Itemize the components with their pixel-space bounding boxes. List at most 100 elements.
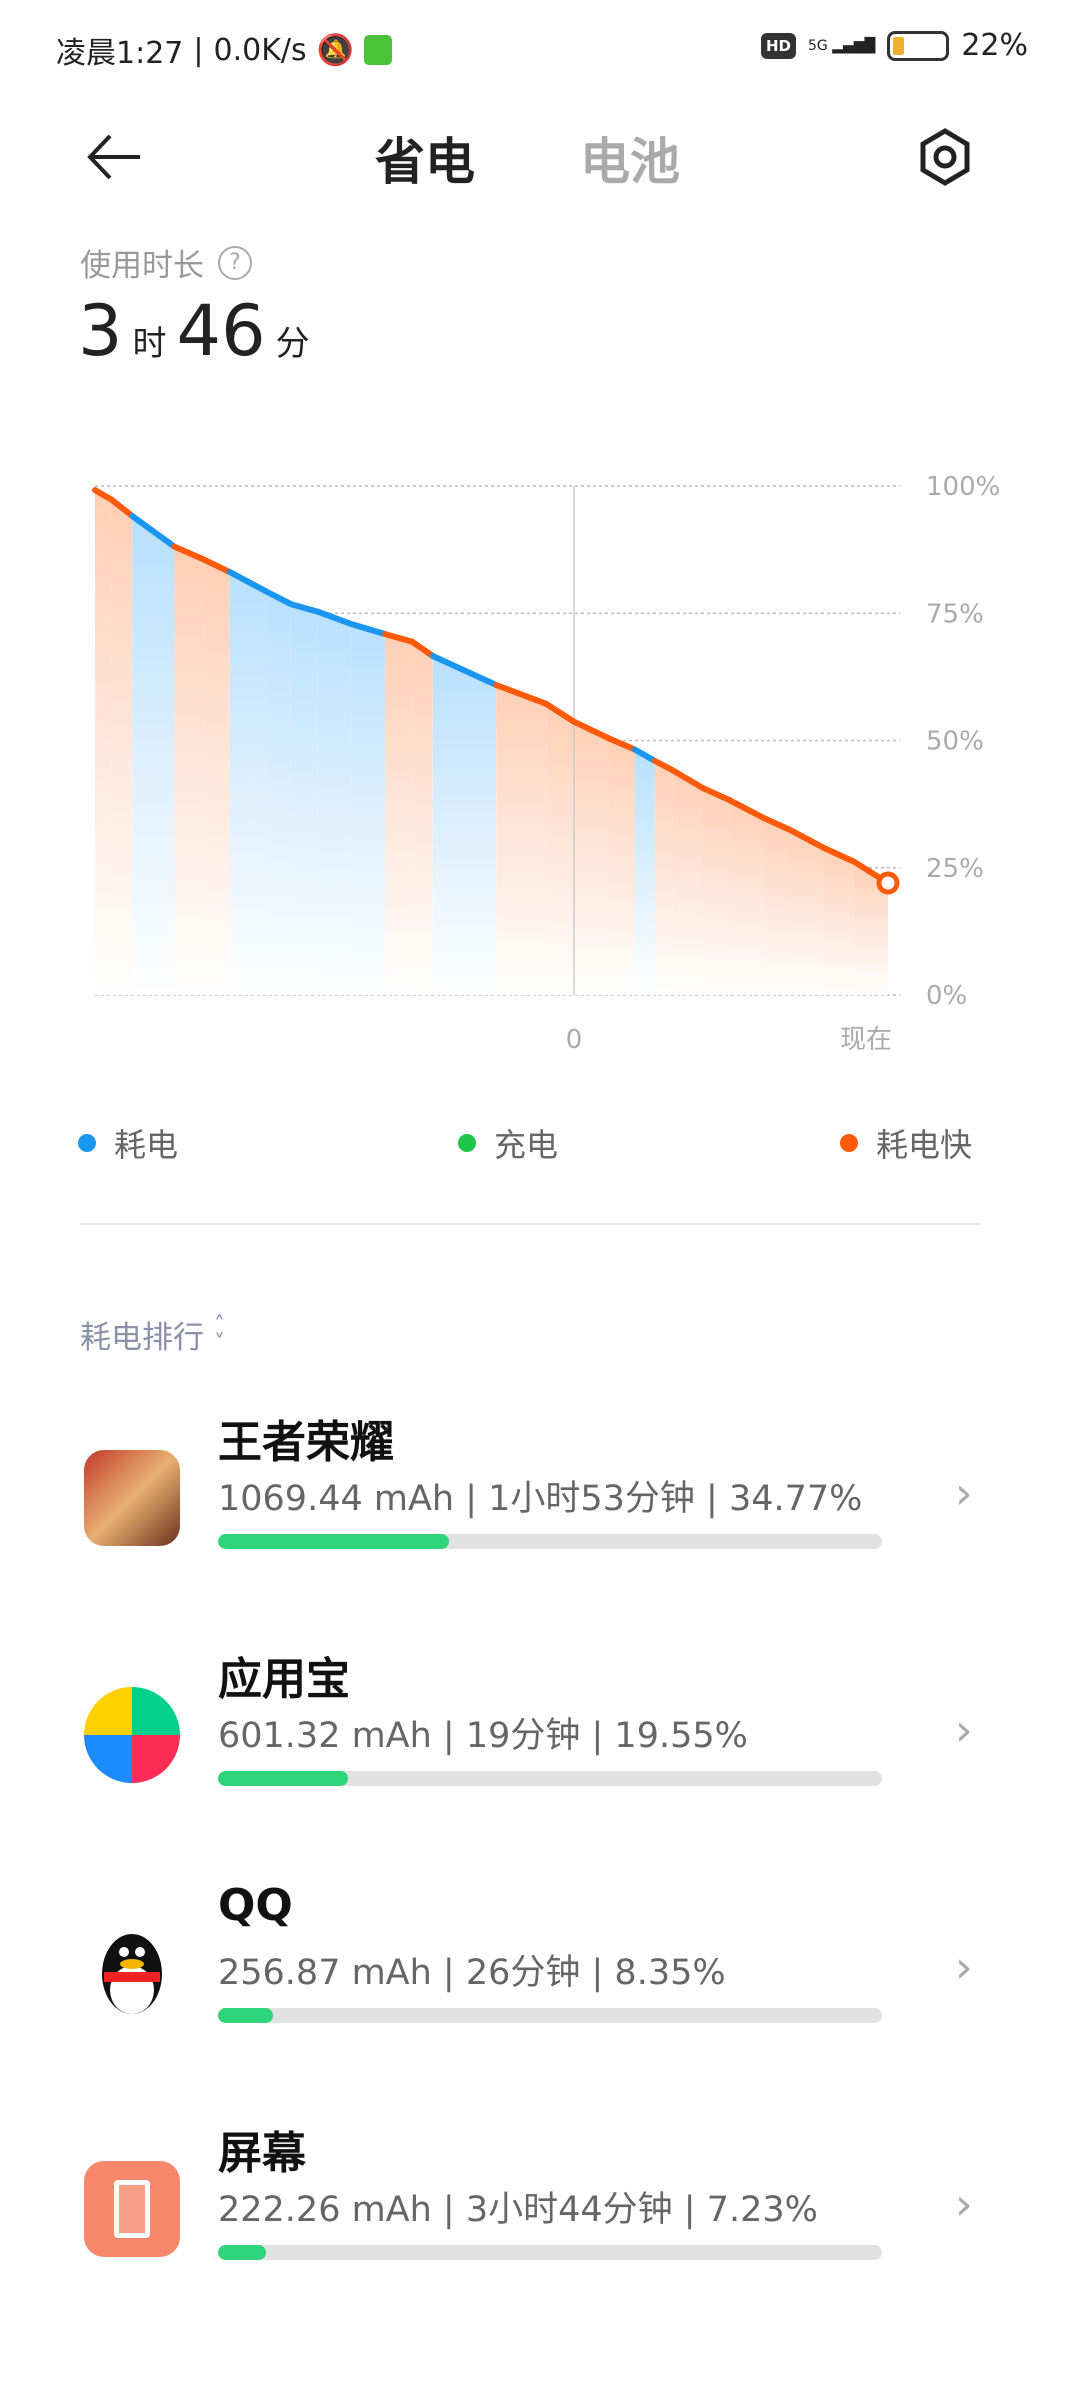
app-item-qq[interactable]: QQ 256.87 mAh | 26分钟 | 8.35% › <box>0 1880 1080 2104</box>
help-icon[interactable]: ? <box>218 245 252 280</box>
line-segment <box>543 700 577 725</box>
back-arrow-icon[interactable] <box>84 132 144 182</box>
net-speed: 0.0K/s <box>213 32 307 68</box>
signal-icon: 5G ▂▄▆█ <box>808 37 876 54</box>
line-segment <box>201 556 233 576</box>
area-segment <box>267 591 291 995</box>
area-segment <box>546 703 574 995</box>
divider <box>80 1223 980 1225</box>
line-segment <box>632 746 658 764</box>
area-segment <box>608 737 636 995</box>
area-segment <box>672 770 703 995</box>
area-segment <box>496 685 547 995</box>
area-segment <box>290 604 318 995</box>
qq-penguin-icon <box>84 1924 180 2020</box>
drain-dot-icon <box>78 1134 96 1152</box>
usage-label: 使用时长? <box>80 240 252 285</box>
app-item-wangzhe[interactable]: 王者荣耀 1069.44 mAh | 1小时53分钟 | 34.77% › <box>0 1417 1080 1630</box>
wangzhe-app-icon <box>84 1450 180 1546</box>
line-segment <box>605 734 639 753</box>
area-segment <box>823 847 854 995</box>
line-segment <box>760 814 794 834</box>
battery-icon <box>887 30 950 61</box>
chevron-right-icon: › <box>955 1705 973 1756</box>
line-segment <box>171 543 208 563</box>
area-segment <box>111 499 133 995</box>
fast-drain-dot-icon <box>840 1134 858 1152</box>
chevron-right-icon: › <box>955 1468 973 1519</box>
settings-gear-icon[interactable] <box>918 128 972 186</box>
area-segment <box>853 861 888 995</box>
battery-chart: 100% 75% 50% 25% 0% 0 现在 <box>92 472 1000 1055</box>
line-segment <box>787 827 827 851</box>
area-segment <box>702 787 730 995</box>
y-tick-label: 100% <box>926 472 1000 502</box>
y-tick-label: 25% <box>926 854 984 884</box>
app-notification-icon <box>363 35 392 65</box>
line-segment <box>570 718 612 741</box>
area-segment <box>204 559 230 995</box>
usage-bar <box>218 1771 882 1786</box>
area-segment <box>654 760 673 995</box>
line-segment <box>382 631 416 645</box>
line-segment <box>287 601 321 615</box>
legend-fast-drain: 耗电快 <box>840 1120 972 1166</box>
line-segment <box>651 757 676 774</box>
line-segment <box>108 496 136 520</box>
legend-charge: 充电 <box>458 1120 558 1166</box>
line-segment <box>493 682 550 707</box>
legend-drain: 耗电 <box>78 1120 178 1166</box>
area-segment <box>317 611 352 995</box>
line-segment <box>226 569 271 595</box>
line-segment <box>699 784 733 804</box>
line-segment <box>409 638 436 660</box>
usage-bar <box>218 1534 882 1549</box>
area-segment <box>790 830 824 995</box>
yingyongbao-app-icon <box>84 1687 180 1783</box>
area-segment <box>229 572 268 995</box>
area-segment <box>763 817 791 995</box>
area-segment <box>95 490 112 995</box>
y-tick-label: 75% <box>926 599 984 629</box>
mute-bell-icon: 🔕 <box>316 32 354 68</box>
line-segment <box>314 608 355 627</box>
ranking-sort-button[interactable]: 耗电排行 ˄ ˅ <box>80 1312 225 1356</box>
battery-percent: 22% <box>961 28 1028 63</box>
screen-icon <box>84 2161 180 2257</box>
hd-icon: HD <box>761 32 797 59</box>
charge-dot-icon <box>458 1134 476 1152</box>
area-segment <box>573 721 609 995</box>
chevron-right-icon: › <box>955 2179 973 2230</box>
area-segment <box>385 634 413 995</box>
tab-save-power[interactable]: 省电 <box>375 133 475 191</box>
status-bar-right: HD 5G ▂▄▆█ 22% <box>761 28 1028 63</box>
line-segment <box>429 653 500 689</box>
line-segment <box>92 487 115 503</box>
tab-battery[interactable]: 电池 <box>580 133 680 191</box>
area-segment <box>432 656 497 995</box>
line-segment <box>264 588 294 608</box>
usage-bar <box>218 2008 882 2023</box>
line-segment <box>726 797 767 821</box>
area-segment <box>635 749 655 995</box>
usage-bar <box>218 2245 882 2260</box>
sort-chevrons-icon: ˄ ˅ <box>214 1312 225 1356</box>
line-segment <box>348 620 389 638</box>
line-segment <box>669 767 706 791</box>
line-segment <box>129 513 178 550</box>
y-tick-label: 50% <box>926 727 984 757</box>
area-segment <box>729 800 764 995</box>
y-tick-label: 0% <box>926 981 967 1011</box>
app-item-screen[interactable]: 屏幕 222.26 mAh | 3小时44分钟 | 7.23% › <box>0 2128 1080 2341</box>
area-segment <box>412 641 433 995</box>
x-tick-label: 现在 <box>840 1025 892 1055</box>
area-segment <box>132 516 175 995</box>
current-point <box>876 871 900 895</box>
clock: 凌晨1:27 <box>56 36 184 71</box>
app-item-yingyongbao[interactable]: 应用宝 601.32 mAh | 19分钟 | 19.55% › <box>0 1654 1080 1867</box>
x-tick-label: 0 <box>566 1025 583 1055</box>
status-bar-left: 凌晨1:27 | 0.0K/s 🔕 <box>56 28 392 72</box>
area-segment <box>174 546 205 995</box>
line-segment <box>820 844 857 865</box>
